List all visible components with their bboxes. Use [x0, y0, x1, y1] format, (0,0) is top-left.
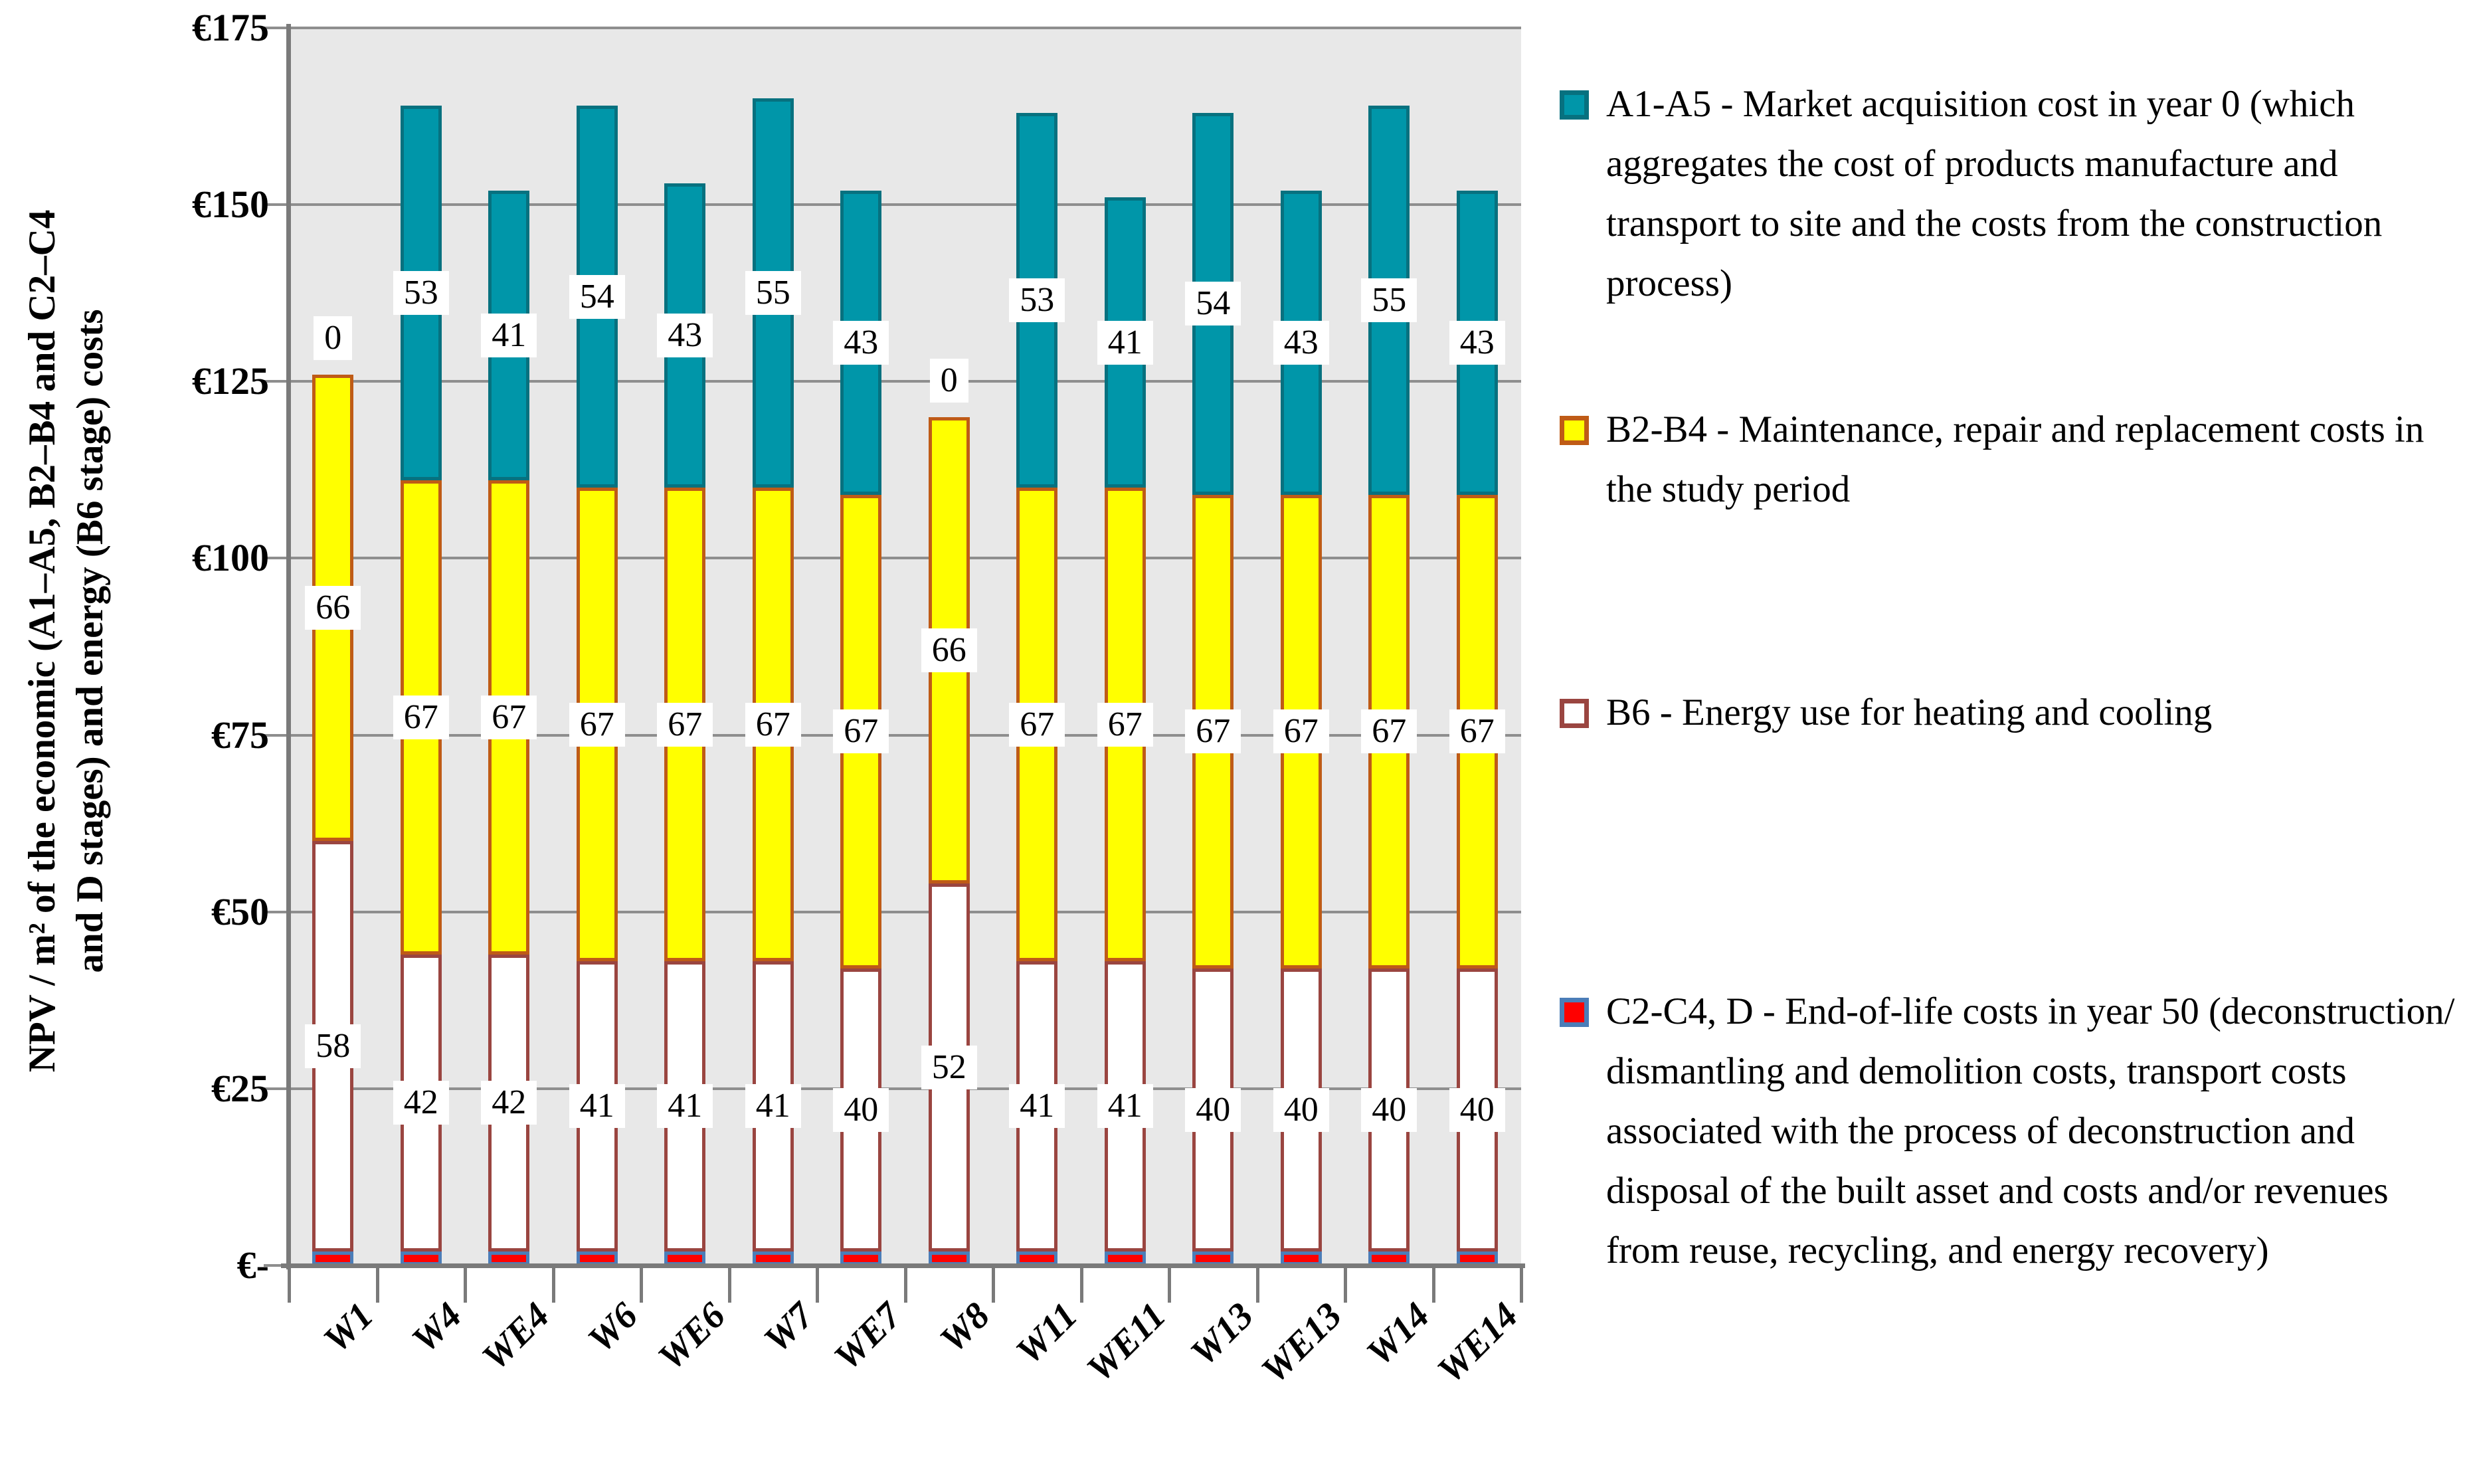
- gridline-100: [289, 557, 1521, 560]
- data-label-WE7-2: 43: [833, 320, 889, 365]
- data-label-WE13-1: 67: [1273, 709, 1329, 754]
- y-tick-label-175: €175: [192, 6, 269, 49]
- x-tick-mark-1: [375, 1268, 379, 1303]
- data-label-W7-1: 67: [745, 702, 801, 747]
- data-label-W14-0: 40: [1361, 1087, 1417, 1132]
- x-tick-mark-7: [903, 1268, 907, 1303]
- x-tick-mark-2: [464, 1268, 467, 1303]
- data-label-WE7-0: 40: [833, 1087, 889, 1132]
- legend-label-c2c4d: C2-C4, D - End-of-life costs in year 50 …: [1606, 990, 2455, 1271]
- data-label-W4-2: 53: [393, 271, 449, 316]
- legend-label-b2b4: B2-B4 - Maintenance, repair and replacem…: [1606, 409, 2424, 510]
- data-label-W4-1: 67: [393, 695, 449, 739]
- data-label-WE13-2: 43: [1273, 320, 1329, 365]
- data-label-WE6-1: 67: [657, 702, 713, 747]
- data-label-W13-2: 54: [1185, 282, 1241, 326]
- y-tick-label-50: €50: [211, 889, 269, 933]
- y-tick-label-150: €150: [192, 183, 269, 227]
- legend-item-c2c4d: C2-C4, D - End-of-life costs in year 50 …: [1560, 982, 2456, 1281]
- data-label-W8-0: 52: [921, 1045, 977, 1089]
- legend-marker-a1a5-icon: [1560, 90, 1589, 120]
- y-tick-label-100: €100: [192, 536, 269, 580]
- data-label-WE4-0: 42: [481, 1081, 537, 1125]
- data-label-W1-1: 66: [305, 585, 361, 630]
- data-label-W4-0: 42: [393, 1081, 449, 1125]
- x-tick-mark-6: [816, 1268, 819, 1303]
- y-tick-mark-25: [264, 1087, 289, 1090]
- x-tick-mark-4: [640, 1268, 643, 1303]
- y-tick-label-0: €-: [236, 1244, 269, 1287]
- legend-marker-b6-icon: [1560, 699, 1589, 728]
- data-label-WE6-2: 43: [657, 314, 713, 358]
- data-label-WE11-0: 41: [1097, 1084, 1153, 1129]
- y-axis-title-line1: NPV / m² of the economic (A1–A5, B2–B4 a…: [21, 209, 63, 1073]
- gridline-175: [289, 27, 1521, 29]
- legend-marker-c2c4d-icon: [1560, 998, 1589, 1027]
- y-axis-title-line2: and D stages) and energy (B6 stage) cost…: [69, 309, 111, 973]
- x-tick-mark-0: [288, 1268, 291, 1303]
- y-axis-title: NPV / m² of the economic (A1–A5, B2–B4 a…: [19, 210, 114, 1072]
- stacked-bar-chart: NPV / m² of the economic (A1–A5, B2–B4 a…: [19, 6, 2456, 1392]
- y-tick-mark-75: [264, 733, 289, 737]
- x-tick-mark-8: [992, 1268, 995, 1303]
- data-label-W6-2: 54: [569, 274, 625, 319]
- x-tick-mark-13: [1431, 1268, 1435, 1303]
- data-label-W11-2: 53: [1009, 278, 1065, 322]
- data-label-WE14-2: 43: [1449, 320, 1505, 365]
- y-tick-mark-125: [264, 380, 289, 383]
- data-label-W7-0: 41: [745, 1084, 801, 1129]
- gridline-25: [289, 1087, 1521, 1090]
- data-label-W14-2: 55: [1361, 278, 1417, 322]
- legend-marker-b2b4-icon: [1560, 416, 1589, 445]
- data-label-WE4-1: 67: [481, 695, 537, 739]
- y-tick-label-25: €25: [211, 1066, 269, 1110]
- plot-area: [289, 28, 1521, 1265]
- y-axis-line: [286, 24, 291, 1269]
- data-label-WE11-1: 67: [1097, 702, 1153, 747]
- data-label-W11-1: 67: [1009, 702, 1065, 747]
- y-tick-mark-175: [264, 27, 289, 29]
- data-label-W8-2: 0: [929, 358, 968, 403]
- data-label-W1-2: 0: [314, 316, 353, 360]
- gridline-125: [289, 380, 1521, 383]
- x-tick-mark-9: [1079, 1268, 1083, 1303]
- data-label-W14-1: 67: [1361, 709, 1417, 754]
- x-tick-mark-14: [1520, 1268, 1523, 1303]
- data-label-WE4-2: 41: [481, 314, 537, 358]
- y-tick-mark-150: [264, 203, 289, 207]
- data-label-W8-1: 66: [921, 628, 977, 672]
- legend-item-b6: B6 - Energy use for heating and cooling: [1560, 683, 2456, 743]
- data-label-W6-0: 41: [569, 1084, 625, 1129]
- x-tick-mark-5: [727, 1268, 731, 1303]
- data-label-WE7-1: 67: [833, 709, 889, 754]
- data-label-WE13-0: 40: [1273, 1087, 1329, 1132]
- y-tick-label-125: €125: [192, 359, 269, 403]
- gridline-150: [289, 203, 1521, 207]
- legend-item-b2b4: B2-B4 - Maintenance, repair and replacem…: [1560, 400, 2456, 519]
- x-axis-line: [281, 1263, 1525, 1268]
- gridline-75: [289, 733, 1521, 737]
- x-tick-mark-10: [1168, 1268, 1171, 1303]
- data-label-W13-0: 40: [1185, 1087, 1241, 1132]
- legend-label-b6: B6 - Energy use for heating and cooling: [1606, 692, 2213, 733]
- data-label-W7-2: 55: [745, 271, 801, 316]
- data-label-W1-0: 58: [305, 1024, 361, 1068]
- legend-label-a1a5: A1-A5 - Market acquisition cost in year …: [1606, 83, 2383, 304]
- y-tick-mark-50: [264, 910, 289, 913]
- data-label-W13-1: 67: [1185, 709, 1241, 754]
- data-label-WE14-0: 40: [1449, 1087, 1505, 1132]
- data-label-WE14-1: 67: [1449, 709, 1505, 754]
- x-tick-mark-3: [551, 1268, 555, 1303]
- x-tick-mark-11: [1255, 1268, 1259, 1303]
- data-label-W6-1: 67: [569, 702, 625, 747]
- gridline-50: [289, 910, 1521, 913]
- legend-item-a1a5: A1-A5 - Market acquisition cost in year …: [1560, 74, 2456, 314]
- data-label-W11-0: 41: [1009, 1084, 1065, 1129]
- y-tick-mark-100: [264, 557, 289, 560]
- y-tick-mark-0: [264, 1264, 289, 1267]
- data-label-WE11-2: 41: [1097, 320, 1153, 365]
- y-tick-label-75: €75: [211, 713, 269, 757]
- x-tick-mark-12: [1344, 1268, 1347, 1303]
- data-label-WE6-0: 41: [657, 1084, 713, 1129]
